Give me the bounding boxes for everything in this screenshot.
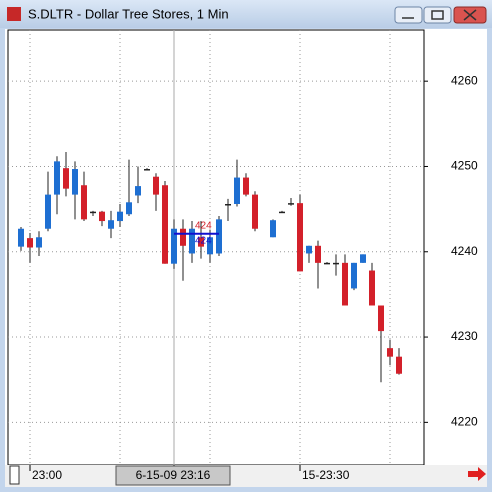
candle-body <box>396 356 402 374</box>
x-tick-label: 15-23:30 <box>302 468 350 482</box>
candle-body <box>189 228 195 254</box>
annotation: 424 <box>195 220 212 231</box>
candle-body <box>72 169 78 195</box>
app-icon <box>7 7 21 21</box>
y-tick-label: 4230 <box>451 329 478 343</box>
candle-body <box>45 194 51 229</box>
candle-body <box>135 186 141 196</box>
candle-body <box>288 203 294 205</box>
candle-body <box>324 262 330 265</box>
candle-body <box>351 262 357 289</box>
x-tick-label: 6-15-09 23:16 <box>136 468 211 482</box>
scroll-arrow[interactable] <box>468 467 486 481</box>
candle-body <box>243 177 249 195</box>
candle-body <box>252 194 258 229</box>
candle-body <box>378 305 384 332</box>
minimize-button[interactable] <box>394 6 423 24</box>
candle-body <box>297 203 303 272</box>
scroll-box[interactable] <box>9 465 20 485</box>
candle-body <box>162 185 168 264</box>
x-tick-label: 23:00 <box>32 468 62 482</box>
candle-body <box>315 245 321 263</box>
x-label-highlight <box>115 465 231 486</box>
candle-body <box>63 168 69 189</box>
candle-body <box>54 161 60 195</box>
window-title: S.DLTR - Dollar Tree Stores, 1 Min <box>28 6 229 21</box>
candle-body <box>333 262 339 265</box>
candle-body <box>117 211 123 222</box>
candle-body <box>81 185 87 220</box>
plot-layer: 4220 4230 4240 4250 4260 23:00 6-15-09 23:16 15… <box>8 30 478 486</box>
candle-body <box>18 228 24 247</box>
candle-body <box>270 220 276 238</box>
candle-body <box>171 228 177 264</box>
candle-body <box>36 237 42 248</box>
y-tick-label: 4250 <box>451 159 478 173</box>
time-axis-bar <box>5 465 487 487</box>
candle-body <box>90 211 96 214</box>
candle-body <box>99 211 105 222</box>
candle-body <box>144 169 150 171</box>
y-tick-label: 4260 <box>451 73 478 87</box>
candle-body <box>126 202 132 215</box>
y-tick-label: 4240 <box>451 244 478 258</box>
candle-body <box>225 204 231 206</box>
candle-body <box>306 245 312 254</box>
candle-body <box>216 219 222 254</box>
candle-body <box>279 211 285 214</box>
y-tick-label: 4220 <box>451 415 478 429</box>
candle-body <box>369 270 375 306</box>
candle-body <box>387 348 393 357</box>
candle-body <box>207 237 213 255</box>
candle-body <box>198 237 204 247</box>
maximize-button[interactable] <box>423 6 452 24</box>
candle-body <box>234 177 240 204</box>
candle-body <box>153 176 159 195</box>
candle-body <box>342 262 348 306</box>
candle-body <box>180 228 186 246</box>
window-button-icons <box>402 9 477 21</box>
candle-body <box>27 238 33 248</box>
candle-body <box>360 254 366 263</box>
annotation: 424 <box>195 235 212 246</box>
candle-body <box>108 220 114 229</box>
